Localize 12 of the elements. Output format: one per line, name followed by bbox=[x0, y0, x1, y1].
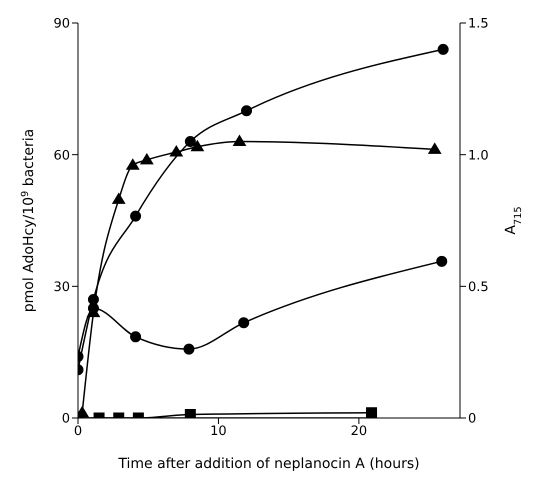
y-tick-label: 0 bbox=[62, 412, 70, 427]
y-tick-label: 90 bbox=[53, 16, 70, 32]
x-axis-title: Time after addition of neplanocin A (hours) bbox=[117, 456, 420, 472]
y-tick-label: 30 bbox=[53, 280, 70, 295]
x-tick-label: 20 bbox=[350, 424, 368, 440]
y2-tick-label: 0 bbox=[468, 412, 476, 427]
y-tick-label: 60 bbox=[53, 148, 70, 164]
x-tick-label: 0 bbox=[74, 424, 82, 440]
y2-tick-label: 1.0 bbox=[468, 148, 489, 164]
y2-tick-label: 1.5 bbox=[468, 16, 489, 32]
x-tick-label: 10 bbox=[210, 424, 227, 440]
y2-tick-label: 0.5 bbox=[468, 280, 489, 295]
